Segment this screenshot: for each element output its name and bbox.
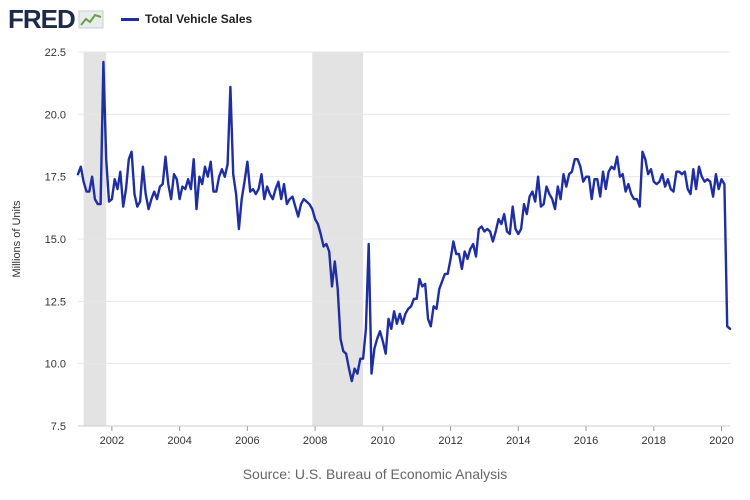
fred-logo-graph-icon: [78, 10, 104, 29]
y-tick-label: 20.0: [45, 109, 66, 121]
legend-series-label: Total Vehicle Sales: [145, 12, 253, 26]
legend: Total Vehicle Sales: [121, 10, 252, 28]
x-tick-label: 2010: [371, 435, 395, 447]
x-tick-label: 2008: [303, 435, 327, 447]
x-tick-label: 2016: [574, 435, 598, 447]
y-tick-label: 10.0: [45, 359, 66, 371]
y-tick-label: 12.5: [45, 296, 66, 308]
series-line-0: [76, 60, 732, 383]
y-axis-label: Millions of Units: [11, 200, 23, 278]
x-tick-label: 2002: [100, 435, 124, 447]
x-tick-label: 2004: [167, 435, 191, 447]
y-tick-label: 17.5: [45, 172, 66, 184]
x-tick-label: 2018: [642, 435, 666, 447]
fred-logo-text: FRED: [8, 3, 76, 34]
fred-logo[interactable]: FRED: [8, 4, 104, 34]
x-tick-label: 2006: [235, 435, 259, 447]
x-tick-label: 2014: [506, 435, 530, 447]
chart-area: 7.5 10.0 12.5 15.0 17.5 20.0 22.5 2002 2004 2006 2…: [0, 40, 750, 460]
line-chart[interactable]: 7.5 10.0 12.5 15.0 17.5 20.0 22.5 2002 2004 2006 2…: [0, 40, 750, 460]
x-tick-label: 2012: [438, 435, 462, 447]
source-note: Source: U.S. Bureau of Economic Analysis: [242, 466, 508, 482]
legend-swatch: [121, 17, 139, 21]
chart-header: FRED Total Vehicle Sales: [0, 0, 750, 40]
y-tick-label: 15.0: [45, 234, 66, 246]
y-tick-label: 7.5: [51, 421, 66, 433]
y-tick-label: 22.5: [45, 47, 66, 59]
x-tick-label: 2020: [709, 435, 733, 447]
